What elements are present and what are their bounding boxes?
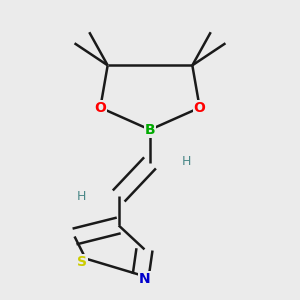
Text: O: O [194, 101, 206, 115]
Text: N: N [139, 272, 150, 286]
Text: S: S [77, 255, 87, 269]
Text: O: O [94, 101, 106, 115]
Text: B: B [145, 123, 155, 137]
Text: H: H [182, 155, 191, 168]
Text: H: H [77, 190, 87, 202]
